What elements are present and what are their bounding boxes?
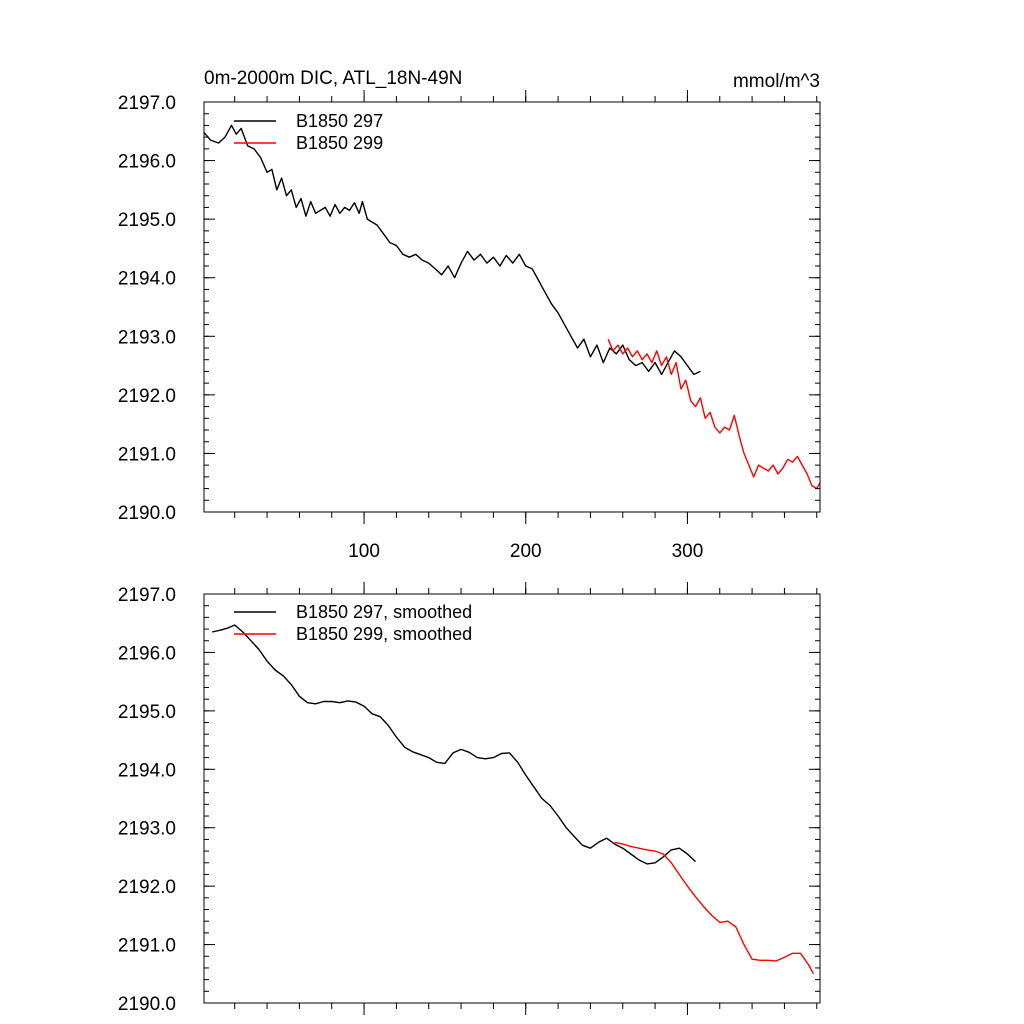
y-tick-label: 2190.0 — [118, 503, 176, 524]
x-tick-label: 200 — [510, 541, 542, 562]
bottom-panel: 2190.0 2191.0 2192.0 2193.0 2194.0 2195.0 2196… — [118, 582, 821, 1015]
y-tick-label: 2197.0 — [118, 93, 176, 114]
axes-layer: 2190.0 2191.0 2192.0 2193.0 2194.0 2195.0 2196… — [118, 90, 821, 562]
series-line-0 — [203, 124, 701, 376]
y-tick-label: 2191.0 — [118, 936, 176, 957]
y-tick-label: 2194.0 — [118, 760, 176, 781]
units-label: mmol/m^3 — [733, 71, 820, 92]
legend-label-b1850-297-smoothed: B1850 297, smoothed — [296, 602, 472, 622]
y-tick-label: 2192.0 — [118, 386, 176, 407]
series-layer — [203, 124, 821, 490]
x-tick-label: 100 — [348, 541, 380, 562]
legend-label-b1850-299-smoothed: B1850 299, smoothed — [296, 624, 472, 644]
series-line-1 — [607, 338, 821, 490]
y-tick-label: 2194.0 — [118, 269, 176, 290]
series-line-1 — [614, 841, 815, 975]
legend-label-b1850-297: B1850 297 — [296, 111, 383, 131]
series-layer — [211, 624, 815, 975]
plot-frame — [203, 593, 821, 1004]
y-tick-label: 2196.0 — [118, 643, 176, 664]
y-tick-label: 2190.0 — [118, 994, 176, 1015]
panel-title: 0m-2000m DIC, ATL_18N-49N — [204, 68, 462, 89]
series-line-0 — [211, 624, 696, 865]
y-tick-label: 2196.0 — [118, 152, 176, 173]
y-tick-label: 2191.0 — [118, 444, 176, 465]
y-tick-label: 2192.0 — [118, 877, 176, 898]
y-tick-label: 2193.0 — [118, 819, 176, 840]
legend: B1850 297 B1850 299 — [234, 111, 383, 153]
y-tick-label: 2195.0 — [118, 210, 176, 231]
top-panel: 0m-2000m DIC, ATL_18N-49N mmol/m^3 2190.… — [118, 68, 821, 562]
legend-label-b1850-299: B1850 299 — [296, 133, 383, 153]
axes-layer: 2190.0 2191.0 2192.0 2193.0 2194.0 2195.0 2196… — [118, 582, 821, 1015]
y-tick-label: 2195.0 — [118, 702, 176, 723]
legend: B1850 297, smoothed B1850 299, smoothed — [234, 602, 472, 644]
plot-frame — [203, 101, 821, 513]
y-tick-label: 2193.0 — [118, 327, 176, 348]
y-tick-label: 2197.0 — [118, 585, 176, 606]
x-tick-label: 300 — [672, 541, 704, 562]
